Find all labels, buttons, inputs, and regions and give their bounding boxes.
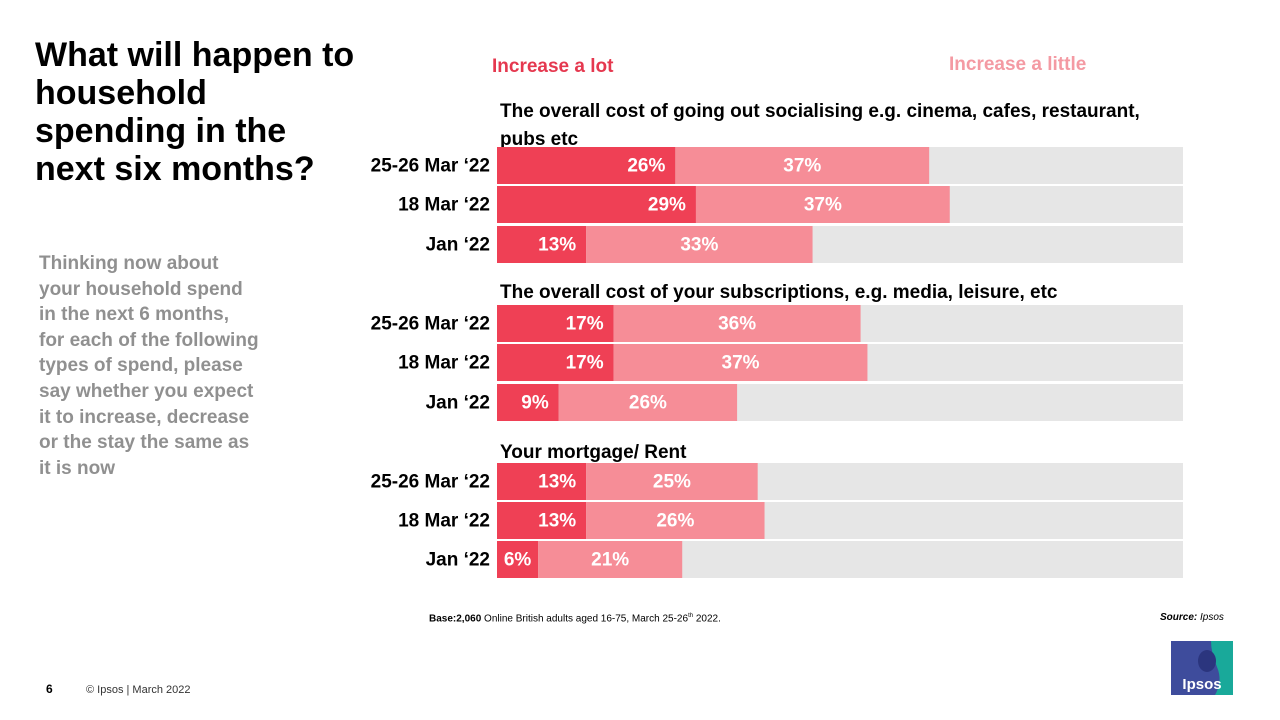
data-label-increase-a-lot: 6%	[504, 550, 532, 571]
data-label-increase-a-little: 25%	[653, 472, 691, 493]
group-title-2: The overall cost of your subscriptions, …	[500, 282, 1058, 303]
data-label-increase-a-little: 21%	[591, 550, 629, 571]
data-label-increase-a-lot: 13%	[538, 472, 576, 493]
data-label-increase-a-lot: 26%	[627, 156, 665, 177]
row-label: 18 Mar ‘22	[398, 511, 490, 532]
group-title-1: pubs etc	[500, 129, 579, 150]
data-label-increase-a-little: 33%	[680, 235, 718, 256]
data-label-increase-a-little: 26%	[656, 511, 694, 532]
ipsos-logo: Ipsos	[1171, 641, 1233, 695]
data-label-increase-a-lot: 13%	[538, 235, 576, 256]
source-value: Ipsos	[1197, 612, 1224, 623]
group-title-1: The overall cost of going out socialisin…	[500, 101, 1140, 122]
row-label: 18 Mar ‘22	[398, 195, 490, 216]
data-label-increase-a-lot: 9%	[521, 393, 549, 414]
page-number: 6	[46, 682, 53, 696]
bar-increase-a-lot	[497, 226, 587, 263]
bar-increase-a-little	[613, 344, 868, 381]
base-end: 2022.	[693, 613, 721, 625]
question-text: Thinking now about your household spend …	[39, 253, 259, 479]
bar-increase-a-lot	[497, 463, 587, 500]
row-label: Jan ‘22	[426, 235, 490, 256]
source-label: Source:	[1160, 612, 1198, 623]
base-superscript: th	[688, 613, 694, 619]
ipsos-logo-text: Ipsos	[1182, 676, 1221, 693]
row-label: 18 Mar ‘22	[398, 353, 490, 374]
bar-increase-a-lot	[497, 541, 539, 578]
base-text: Online British adults aged 16-75, March …	[481, 613, 689, 625]
bar-increase-a-little	[558, 384, 738, 421]
data-label-increase-a-little: 26%	[629, 393, 667, 414]
bar-increase-a-lot	[497, 344, 614, 381]
data-label-increase-a-little: 37%	[804, 195, 842, 216]
data-label-increase-a-lot: 17%	[566, 314, 604, 335]
data-label-increase-a-lot: 17%	[566, 353, 604, 374]
legend-increase-a-little: Increase a little	[949, 54, 1087, 75]
bar-increase-a-little	[586, 226, 813, 263]
bar-increase-a-little	[675, 147, 930, 184]
row-label: Jan ‘22	[426, 393, 490, 414]
bar-increase-a-lot	[497, 502, 587, 539]
source-note: Source: Ipsos	[1160, 612, 1224, 623]
bar-increase-a-lot	[497, 186, 696, 223]
bar-increase-a-little	[586, 502, 765, 539]
row-label: Jan ‘22	[426, 550, 490, 571]
legend-increase-a-lot: Increase a lot	[492, 56, 614, 77]
row-label: 25-26 Mar ‘22	[371, 156, 490, 177]
bar-increase-a-lot	[497, 384, 559, 421]
stacked-bar-chart: The overall cost of going out socialisin…	[371, 101, 1183, 578]
copyright-text: © Ipsos | March 2022	[86, 684, 191, 696]
bar-increase-a-lot	[497, 305, 614, 342]
row-label: 25-26 Mar ‘22	[371, 472, 490, 493]
bar-increase-a-little	[613, 305, 861, 342]
base-note: Base:2,060 Online British adults aged 16…	[429, 613, 721, 624]
base-label: Base:2,060	[429, 613, 482, 625]
row-label: 25-26 Mar ‘22	[371, 314, 490, 335]
bar-increase-a-lot	[497, 147, 676, 184]
bar-increase-a-little	[586, 463, 758, 500]
data-label-increase-a-little: 37%	[722, 353, 760, 374]
page-title: What will happen to household spending i…	[35, 36, 355, 188]
data-label-increase-a-lot: 29%	[648, 195, 686, 216]
data-label-increase-a-lot: 13%	[538, 511, 576, 532]
group-title-3: Your mortgage/ Rent	[500, 442, 687, 463]
data-label-increase-a-little: 37%	[783, 156, 821, 177]
bar-increase-a-little	[695, 186, 950, 223]
bar-increase-a-little	[538, 541, 683, 578]
data-label-increase-a-little: 36%	[718, 314, 756, 335]
